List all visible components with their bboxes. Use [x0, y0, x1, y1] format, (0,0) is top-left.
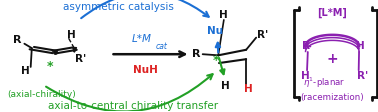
Text: Nu: Nu: [207, 26, 223, 36]
Text: H: H: [301, 71, 310, 81]
Text: H: H: [220, 11, 228, 20]
Text: L*M: L*M: [132, 34, 152, 44]
Text: cat: cat: [156, 42, 168, 51]
Text: H: H: [243, 84, 253, 94]
Text: R': R': [357, 71, 368, 81]
Text: [L*M]: [L*M]: [318, 8, 347, 18]
Text: R: R: [14, 35, 22, 45]
Text: H: H: [222, 81, 230, 91]
Text: R: R: [192, 49, 200, 59]
Text: H: H: [356, 41, 364, 51]
Text: H: H: [67, 30, 76, 40]
Text: *: *: [212, 54, 219, 67]
Text: R: R: [302, 41, 310, 51]
FancyArrowPatch shape: [46, 74, 212, 112]
Text: R': R': [75, 54, 87, 64]
Text: R': R': [257, 30, 268, 40]
Text: $\eta^1$-planar: $\eta^1$-planar: [303, 75, 345, 90]
Text: asymmetric catalysis: asymmetric catalysis: [62, 2, 174, 12]
Text: H: H: [21, 66, 29, 76]
Text: NuH: NuH: [133, 65, 158, 75]
Text: *: *: [47, 60, 54, 73]
FancyArrowPatch shape: [81, 0, 209, 18]
Text: (axial-chirality): (axial-chirality): [8, 90, 76, 99]
Text: (racemization): (racemization): [301, 93, 364, 102]
Text: +: +: [327, 52, 338, 66]
Text: axial-to-central chirality transfer: axial-to-central chirality transfer: [48, 101, 218, 111]
